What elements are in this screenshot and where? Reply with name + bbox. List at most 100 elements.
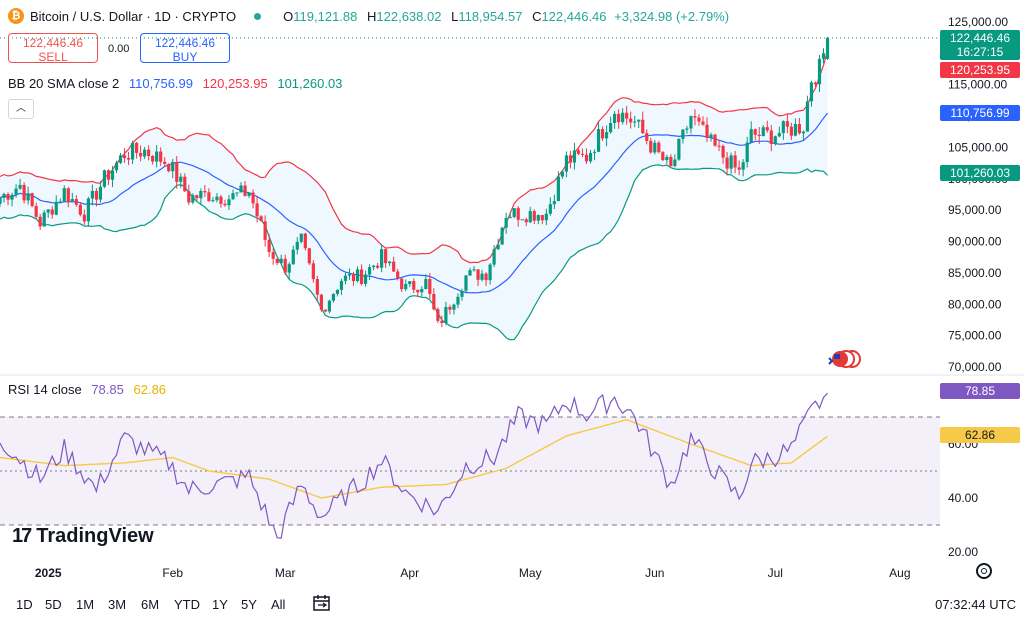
candle-body [134,142,139,153]
flags-icon[interactable] [826,349,862,369]
candle-body [492,249,496,265]
candle-body [592,151,597,153]
candle-body [548,204,552,214]
candle-body [809,82,814,102]
candle-body [307,248,311,264]
candle-body [86,198,90,222]
candle-body [396,271,400,279]
candle-body [765,127,769,131]
range-1m-button[interactable]: 1M [76,597,95,612]
range-ytd-button[interactable]: YTD [174,597,200,612]
collapse-icon[interactable]: ︿ [8,99,34,119]
candle-body [191,195,195,203]
candle-body [524,219,528,223]
price-axis-label: 85,000.00 [948,266,1002,280]
sell-label: SELL [38,50,68,64]
candle-body [78,204,82,215]
candle-body [588,152,593,162]
candle-body [805,101,810,132]
candle-body [138,152,143,157]
price-axis-label: 70,000.00 [948,360,1002,374]
range-5d-button[interactable]: 5D [45,597,62,612]
tradingview-wordmark: TradingView [36,525,154,547]
buy-button[interactable]: 122,446.46 BUY [140,33,230,64]
range-5y-button[interactable]: 5Y [241,597,257,612]
candle-body [572,150,577,163]
candle-body [130,142,135,160]
candle-body [207,192,211,202]
calendar-icon[interactable] [312,594,332,612]
candle-body [568,155,573,163]
bb-upper-tag: 120,253.95 [940,62,1020,78]
price-axis-label: 75,000.00 [948,329,1002,343]
candle-body [528,211,532,223]
sell-button[interactable]: 122,446.46 SELL [8,33,98,64]
candle-body [227,199,231,206]
candle-body [625,112,629,119]
price-axis-label: 90,000.00 [948,235,1002,249]
candle-body [560,171,564,177]
symbol-title[interactable]: Bitcoin / U.S. Dollar · 1D · CRYPTO [30,8,237,24]
candle-body [580,153,585,155]
candle-body [215,196,219,201]
time-axis-label: Mar [275,566,296,580]
candle-body [476,269,480,280]
candle-body [0,197,2,204]
settings-icon[interactable] [976,563,992,579]
rsi-ma-tag: 62.86 [940,427,1020,443]
candle-body [697,117,701,122]
candle-body [645,133,649,141]
range-1d-button[interactable]: 1D [16,597,33,612]
last-price-tag: 122,446.46 16:27:15 [940,30,1020,60]
candle-body [114,162,119,171]
candle-body [709,134,713,138]
candle-body [512,208,516,217]
buy-label: BUY [172,50,198,64]
candle-body [600,129,605,139]
tradingview-mark: 17 [12,525,32,547]
candle-body [661,152,665,161]
bb-basis-tag: 110,756.99 [940,105,1020,121]
candle-body [351,274,356,282]
open-value: 119,121.88 [293,8,358,24]
candle-body [6,194,10,200]
candle-body [440,320,444,324]
candle-body [295,241,299,250]
countdown: 16:27:15 [956,45,1004,59]
range-all-button[interactable]: All [271,597,286,612]
candle-body [195,195,199,199]
chart-canvas[interactable]: 125,000.00120,000.00115,000.00110,000.00… [0,0,1024,590]
rsi-tag: 78.85 [940,383,1020,399]
range-3m-button[interactable]: 3M [108,597,127,612]
rsi-ma-value: 62.86 [133,382,167,397]
candle-body [721,145,725,158]
clock-utc[interactable]: 07:32:44 UTC [935,597,1016,612]
candle-body [769,130,773,144]
candle-body [817,58,822,85]
candle-body [424,279,428,289]
range-6m-button[interactable]: 6M [141,597,160,612]
time-axis-label: Feb [162,566,183,580]
candle-body [500,227,504,245]
candle-body [420,288,424,293]
rsi-axis-label: 40.00 [948,491,978,505]
candle-body [444,306,448,324]
candle-body [556,176,560,202]
bb-legend[interactable]: BB 20 SMA close 2 110,756.99 120,253.95 … [8,76,342,91]
candle-body [725,157,729,169]
rsi-legend[interactable]: RSI 14 close 78.85 62.86 [8,382,166,397]
rsi-value: 78.85 [91,382,124,397]
bb-band-fill [0,50,828,340]
candle-body [432,293,436,310]
candle-body [376,265,380,268]
bb-upper-value: 120,253.95 [202,76,268,91]
candle-body [30,193,34,207]
candle-body [608,123,613,133]
candle-body [2,194,6,198]
range-1y-button[interactable]: 1Y [212,597,228,612]
tradingview-logo[interactable]: 17 TradingView [12,525,154,548]
market-status-icon [254,12,262,20]
candle-body [729,155,733,169]
candle-body [773,136,777,144]
candle-body [363,274,368,284]
